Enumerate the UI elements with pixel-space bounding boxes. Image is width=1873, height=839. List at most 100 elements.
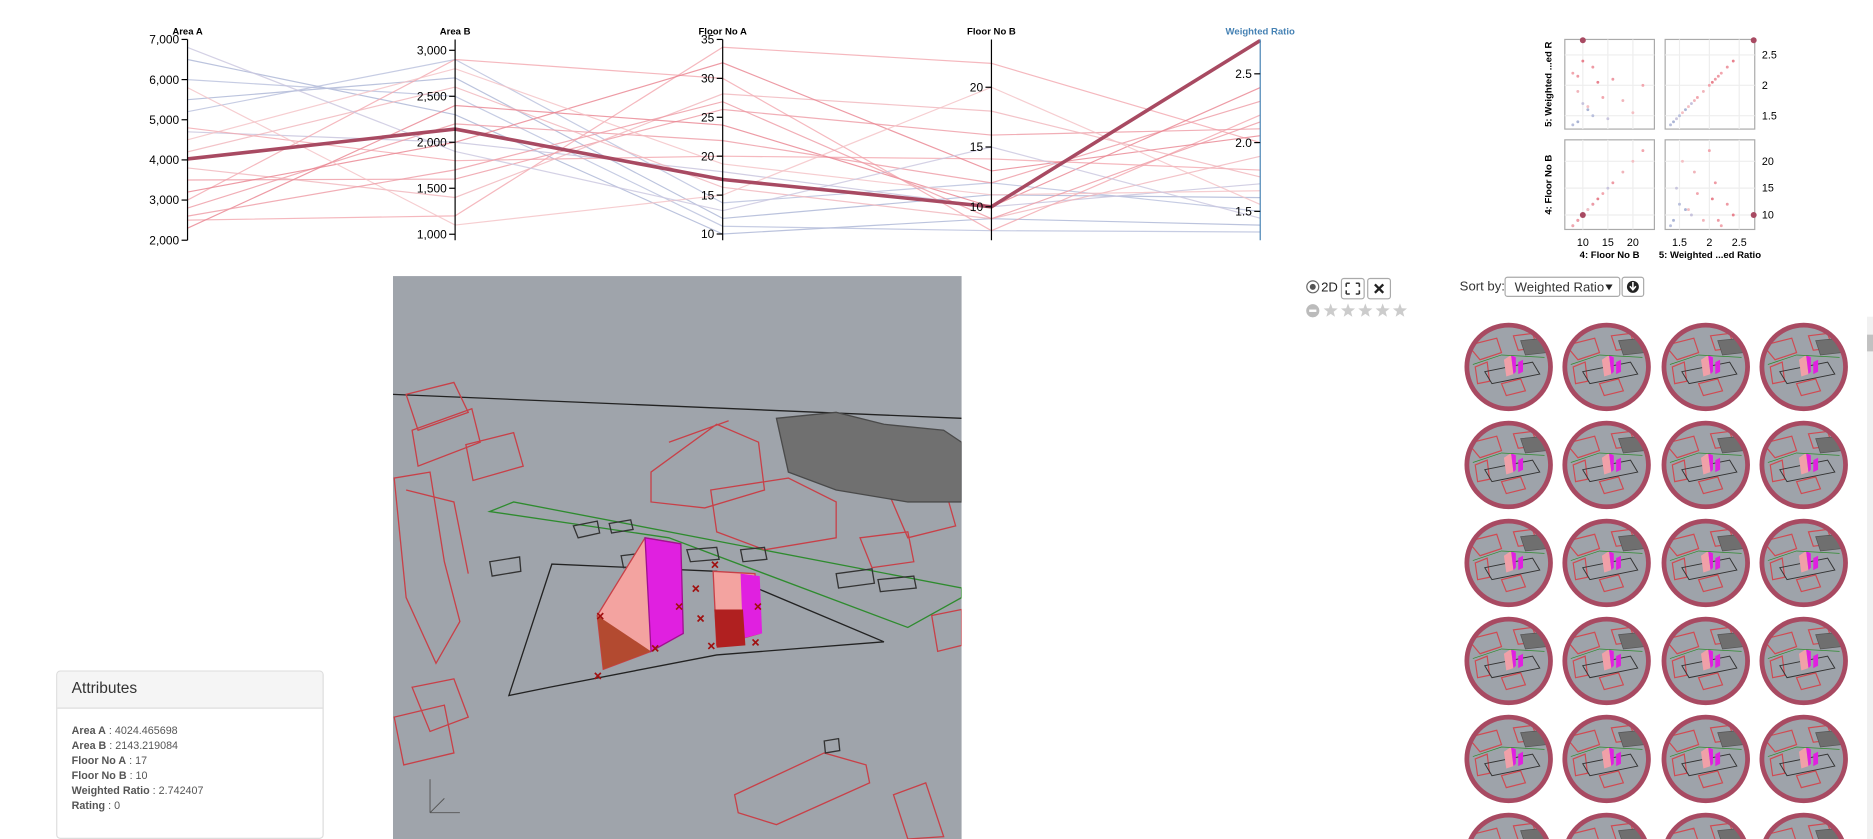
- scatter-point: [1678, 202, 1681, 206]
- tick-label: 1,000: [417, 227, 447, 241]
- thumbnail-ring: [1468, 812, 1550, 839]
- scatter-point: [1681, 159, 1684, 163]
- selected-point: [1750, 37, 1757, 44]
- scatter-point: [1571, 224, 1575, 228]
- sort-selected: Weighted Ratio: [1515, 280, 1604, 295]
- design-thumbnail[interactable]: [1559, 319, 1655, 415]
- rating-star[interactable]: [1375, 303, 1390, 317]
- rating-star[interactable]: [1323, 303, 1338, 317]
- design-thumbnail[interactable]: [1658, 809, 1754, 839]
- tick-label: 2: [1762, 80, 1768, 92]
- design-thumbnail[interactable]: [1756, 417, 1852, 513]
- attribute-label: Weighted Ratio: [72, 785, 150, 797]
- design-thumbnail[interactable]: [1756, 809, 1852, 839]
- axis-name[interactable]: Floor No A: [698, 27, 747, 38]
- thumbnail-image: [1468, 620, 1550, 702]
- design-thumbnail[interactable]: [1461, 515, 1557, 611]
- thumbnail-ring: [1759, 616, 1848, 706]
- fullscreen-button[interactable]: [1340, 277, 1365, 300]
- thumbnail-ring: [1464, 322, 1553, 412]
- attribute-row: Area A : 4024.465698: [72, 725, 178, 737]
- scatter-point: [1621, 99, 1625, 102]
- tick-label: 15: [970, 140, 984, 154]
- scatter-point: [1719, 224, 1723, 228]
- design-thumbnail[interactable]: [1756, 711, 1852, 807]
- thumbnail-ring: [1566, 812, 1648, 839]
- design-thumbnail[interactable]: [1658, 711, 1754, 807]
- design-thumbnail[interactable]: [1756, 613, 1852, 709]
- attribute-value: 0: [114, 800, 120, 812]
- scatter-point: [1669, 224, 1672, 228]
- design-thumbnail[interactable]: [1461, 417, 1557, 513]
- selected-point: [1579, 211, 1586, 218]
- axis-name[interactable]: Weighted Ratio: [1226, 27, 1295, 38]
- scatter-point: [1692, 170, 1696, 174]
- design-thumbnail[interactable]: [1461, 613, 1557, 709]
- tick-label: 3,000: [417, 43, 447, 57]
- tick-label: 10: [701, 227, 715, 241]
- design-thumbnail[interactable]: [1756, 319, 1852, 415]
- design-thumbnail[interactable]: [1461, 319, 1557, 415]
- thumbnail-ring: [1665, 812, 1747, 839]
- attribute-label: Rating: [72, 800, 105, 812]
- col-label: 5: Weighted ...ed Ratio: [1659, 250, 1761, 261]
- attribute-value: 2.742407: [159, 785, 204, 797]
- thumbnail-ring: [1464, 714, 1553, 804]
- axis-name[interactable]: Area A: [172, 27, 203, 38]
- scatter-point: [1713, 181, 1717, 185]
- scatter-point: [1675, 117, 1678, 121]
- scatter-point: [1731, 59, 1735, 63]
- background-line: [187, 58, 1261, 232]
- radio-label: 2D: [1321, 280, 1338, 295]
- thumbnail-ring: [1661, 518, 1750, 608]
- scatter-point: [1591, 114, 1595, 118]
- viewport-3d[interactable]: [392, 276, 962, 839]
- tick-label: 15: [701, 188, 715, 202]
- scrollbar-thumb[interactable]: [1867, 334, 1873, 352]
- design-thumbnail[interactable]: [1559, 711, 1655, 807]
- thumbnail-image: [1665, 424, 1747, 506]
- design-thumbnail[interactable]: [1559, 809, 1655, 839]
- tick-label: 6,000: [149, 73, 179, 87]
- tick-label: 2,500: [417, 89, 447, 103]
- rating-star[interactable]: [1358, 303, 1373, 317]
- panel-header: [57, 671, 323, 708]
- design-thumbnail[interactable]: [1658, 319, 1754, 415]
- row-label: 5: Weighted ...ed R: [1544, 42, 1555, 127]
- design-thumbnail[interactable]: [1461, 809, 1557, 839]
- sort-select[interactable]: [1504, 276, 1621, 297]
- design-thumbnail[interactable]: [1559, 515, 1655, 611]
- tick-label: 15: [1762, 183, 1774, 195]
- selected-line: [187, 38, 1262, 209]
- tick-label: 2: [1706, 237, 1712, 249]
- scatter-point: [1731, 213, 1735, 217]
- scatter-point: [1601, 96, 1605, 99]
- design-thumbnail[interactable]: [1658, 515, 1754, 611]
- tick-label: 3,000: [149, 193, 179, 207]
- sort-control: Sort by: Weighted Ratio: [1460, 276, 1645, 297]
- design-thumbnail[interactable]: [1461, 711, 1557, 807]
- scatter-point: [1591, 202, 1595, 206]
- scatter-point: [1687, 105, 1690, 109]
- attribute-row: Floor No A : 17: [72, 755, 147, 767]
- thumbnail-ring: [1464, 518, 1553, 608]
- rating-star[interactable]: [1340, 303, 1356, 317]
- tick-label: 2,000: [149, 233, 179, 247]
- design-thumbnail[interactable]: [1756, 515, 1852, 611]
- scatter-point: [1695, 192, 1699, 195]
- design-thumbnail[interactable]: [1559, 417, 1655, 513]
- design-thumbnail[interactable]: [1658, 613, 1754, 709]
- viewport-scene: [392, 381, 962, 839]
- axis-name[interactable]: Area B: [440, 27, 471, 38]
- thumbnail-ring: [1562, 322, 1651, 412]
- attribute-separator: :: [127, 770, 136, 782]
- scatter-point: [1611, 77, 1615, 81]
- design-thumbnail[interactable]: [1559, 613, 1655, 709]
- design-thumbnail[interactable]: [1658, 417, 1754, 513]
- scatter-point: [1596, 80, 1600, 84]
- axis-name[interactable]: Floor No B: [967, 27, 1016, 38]
- scatter-point: [1725, 202, 1729, 206]
- rating-star[interactable]: [1392, 303, 1408, 317]
- scatter-point: [1710, 197, 1714, 201]
- radio-dot: [1309, 283, 1316, 290]
